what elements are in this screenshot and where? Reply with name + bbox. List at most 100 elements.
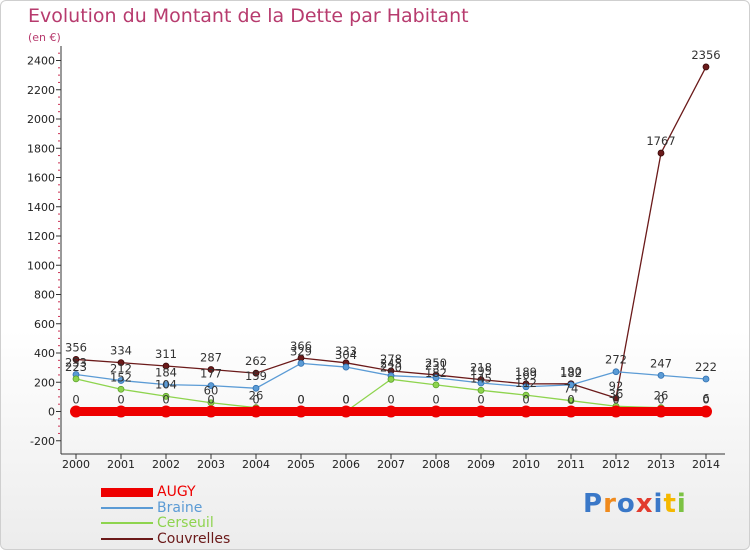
x-tick-label: 2008: [422, 458, 450, 471]
data-point: [700, 405, 712, 418]
y-tick-label: 1000: [27, 259, 55, 272]
y-minor-tick: [58, 198, 60, 200]
data-point: [567, 381, 575, 389]
data-label: 184: [155, 366, 177, 380]
logo-letter: r: [603, 489, 617, 519]
data-label: 247: [650, 356, 672, 370]
legend-label: Cerseuil: [157, 515, 214, 531]
proxiti-logo: Proxiti: [583, 489, 687, 519]
data-label: 2356: [691, 48, 720, 62]
data-point: [430, 405, 442, 418]
data-label: 74: [564, 382, 579, 396]
legend-swatch: [101, 537, 153, 540]
data-point: [475, 405, 487, 418]
y-minor-tick: [58, 337, 60, 339]
x-tick-label: 2005: [287, 458, 315, 471]
y-minor-tick: [58, 184, 60, 186]
y-tick-label: 600: [34, 318, 55, 331]
y-minor-tick: [58, 133, 60, 135]
data-label: 0: [387, 393, 394, 407]
x-tick-label: 2011: [557, 458, 585, 471]
y-minor-tick: [58, 81, 60, 83]
legend-swatch: [101, 506, 153, 509]
data-label: 333: [335, 344, 357, 358]
data-label: 0: [297, 393, 304, 407]
data-label: 329: [290, 344, 312, 358]
data-point: [297, 359, 305, 367]
data-point: [70, 405, 82, 418]
y-minor-tick: [58, 272, 60, 274]
unit-label: (en €): [28, 31, 61, 44]
legend-swatch: [101, 487, 153, 497]
data-label: 60: [204, 384, 219, 398]
logo-letter: i: [676, 489, 687, 519]
data-point: [522, 383, 530, 391]
y-minor-tick: [58, 74, 60, 76]
data-label: 182: [425, 366, 447, 380]
y-minor-tick: [58, 286, 60, 288]
data-point: [432, 374, 440, 382]
data-point: [162, 381, 170, 388]
data-point: [117, 377, 125, 384]
data-label: 287: [200, 351, 222, 365]
data-label: 0: [72, 393, 79, 407]
data-label: 0: [117, 393, 124, 407]
y-minor-tick: [58, 330, 60, 332]
data-label: 26: [249, 389, 264, 403]
y-minor-tick: [58, 389, 60, 391]
data-point: [567, 397, 575, 405]
data-label: 159: [245, 369, 267, 383]
data-point: [342, 363, 350, 371]
data-label: 0: [567, 393, 574, 407]
y-minor-tick: [58, 425, 60, 427]
chart-title: Evolution du Montant de la Dette par Hab…: [28, 5, 469, 27]
data-label: 223: [65, 360, 87, 374]
y-tick-label: -200: [30, 435, 55, 448]
data-label: 26: [654, 389, 669, 403]
data-point: [655, 405, 667, 418]
legend-label: Braine: [157, 499, 203, 516]
y-minor-tick: [58, 155, 60, 157]
x-tick-label: 2006: [332, 458, 360, 471]
y-tick-label: 400: [34, 347, 55, 360]
data-point: [162, 392, 170, 400]
data-label: 304: [335, 348, 357, 362]
data-label: 231: [425, 359, 447, 373]
y-tick-label: 2200: [27, 84, 55, 97]
data-label: 169: [515, 368, 537, 382]
y-minor-tick: [58, 191, 60, 193]
y-tick-label: 1400: [27, 201, 55, 214]
y-minor-tick: [58, 257, 60, 259]
data-point: [522, 391, 530, 399]
y-minor-tick: [58, 96, 60, 98]
data-label: 334: [110, 344, 132, 358]
y-minor-tick: [58, 125, 60, 127]
data-point: [295, 405, 307, 418]
y-minor-tick: [58, 367, 60, 369]
data-point: [610, 405, 622, 418]
y-minor-tick: [58, 396, 60, 398]
data-point: [387, 375, 395, 383]
data-point: [207, 366, 215, 373]
data-point: [702, 63, 710, 71]
series-braine: [72, 359, 710, 392]
y-minor-tick: [58, 432, 60, 434]
data-label: 253: [65, 355, 87, 369]
data-point: [72, 356, 80, 363]
logo-letter: o: [616, 489, 636, 519]
legend-label: Couvrelles: [157, 530, 231, 547]
data-point: [477, 386, 485, 394]
data-label: 0: [207, 393, 214, 407]
data-label: 356: [65, 340, 87, 354]
axes: -200020040060080010001200140016001800200…: [27, 46, 725, 471]
data-point: [612, 394, 620, 402]
data-point: [252, 384, 260, 392]
data-point: [565, 405, 577, 418]
y-minor-tick: [58, 403, 60, 405]
y-minor-tick: [58, 242, 60, 244]
data-label: 145: [470, 371, 492, 385]
data-label: 177: [200, 367, 222, 381]
y-minor-tick: [58, 228, 60, 230]
data-point: [657, 371, 665, 379]
